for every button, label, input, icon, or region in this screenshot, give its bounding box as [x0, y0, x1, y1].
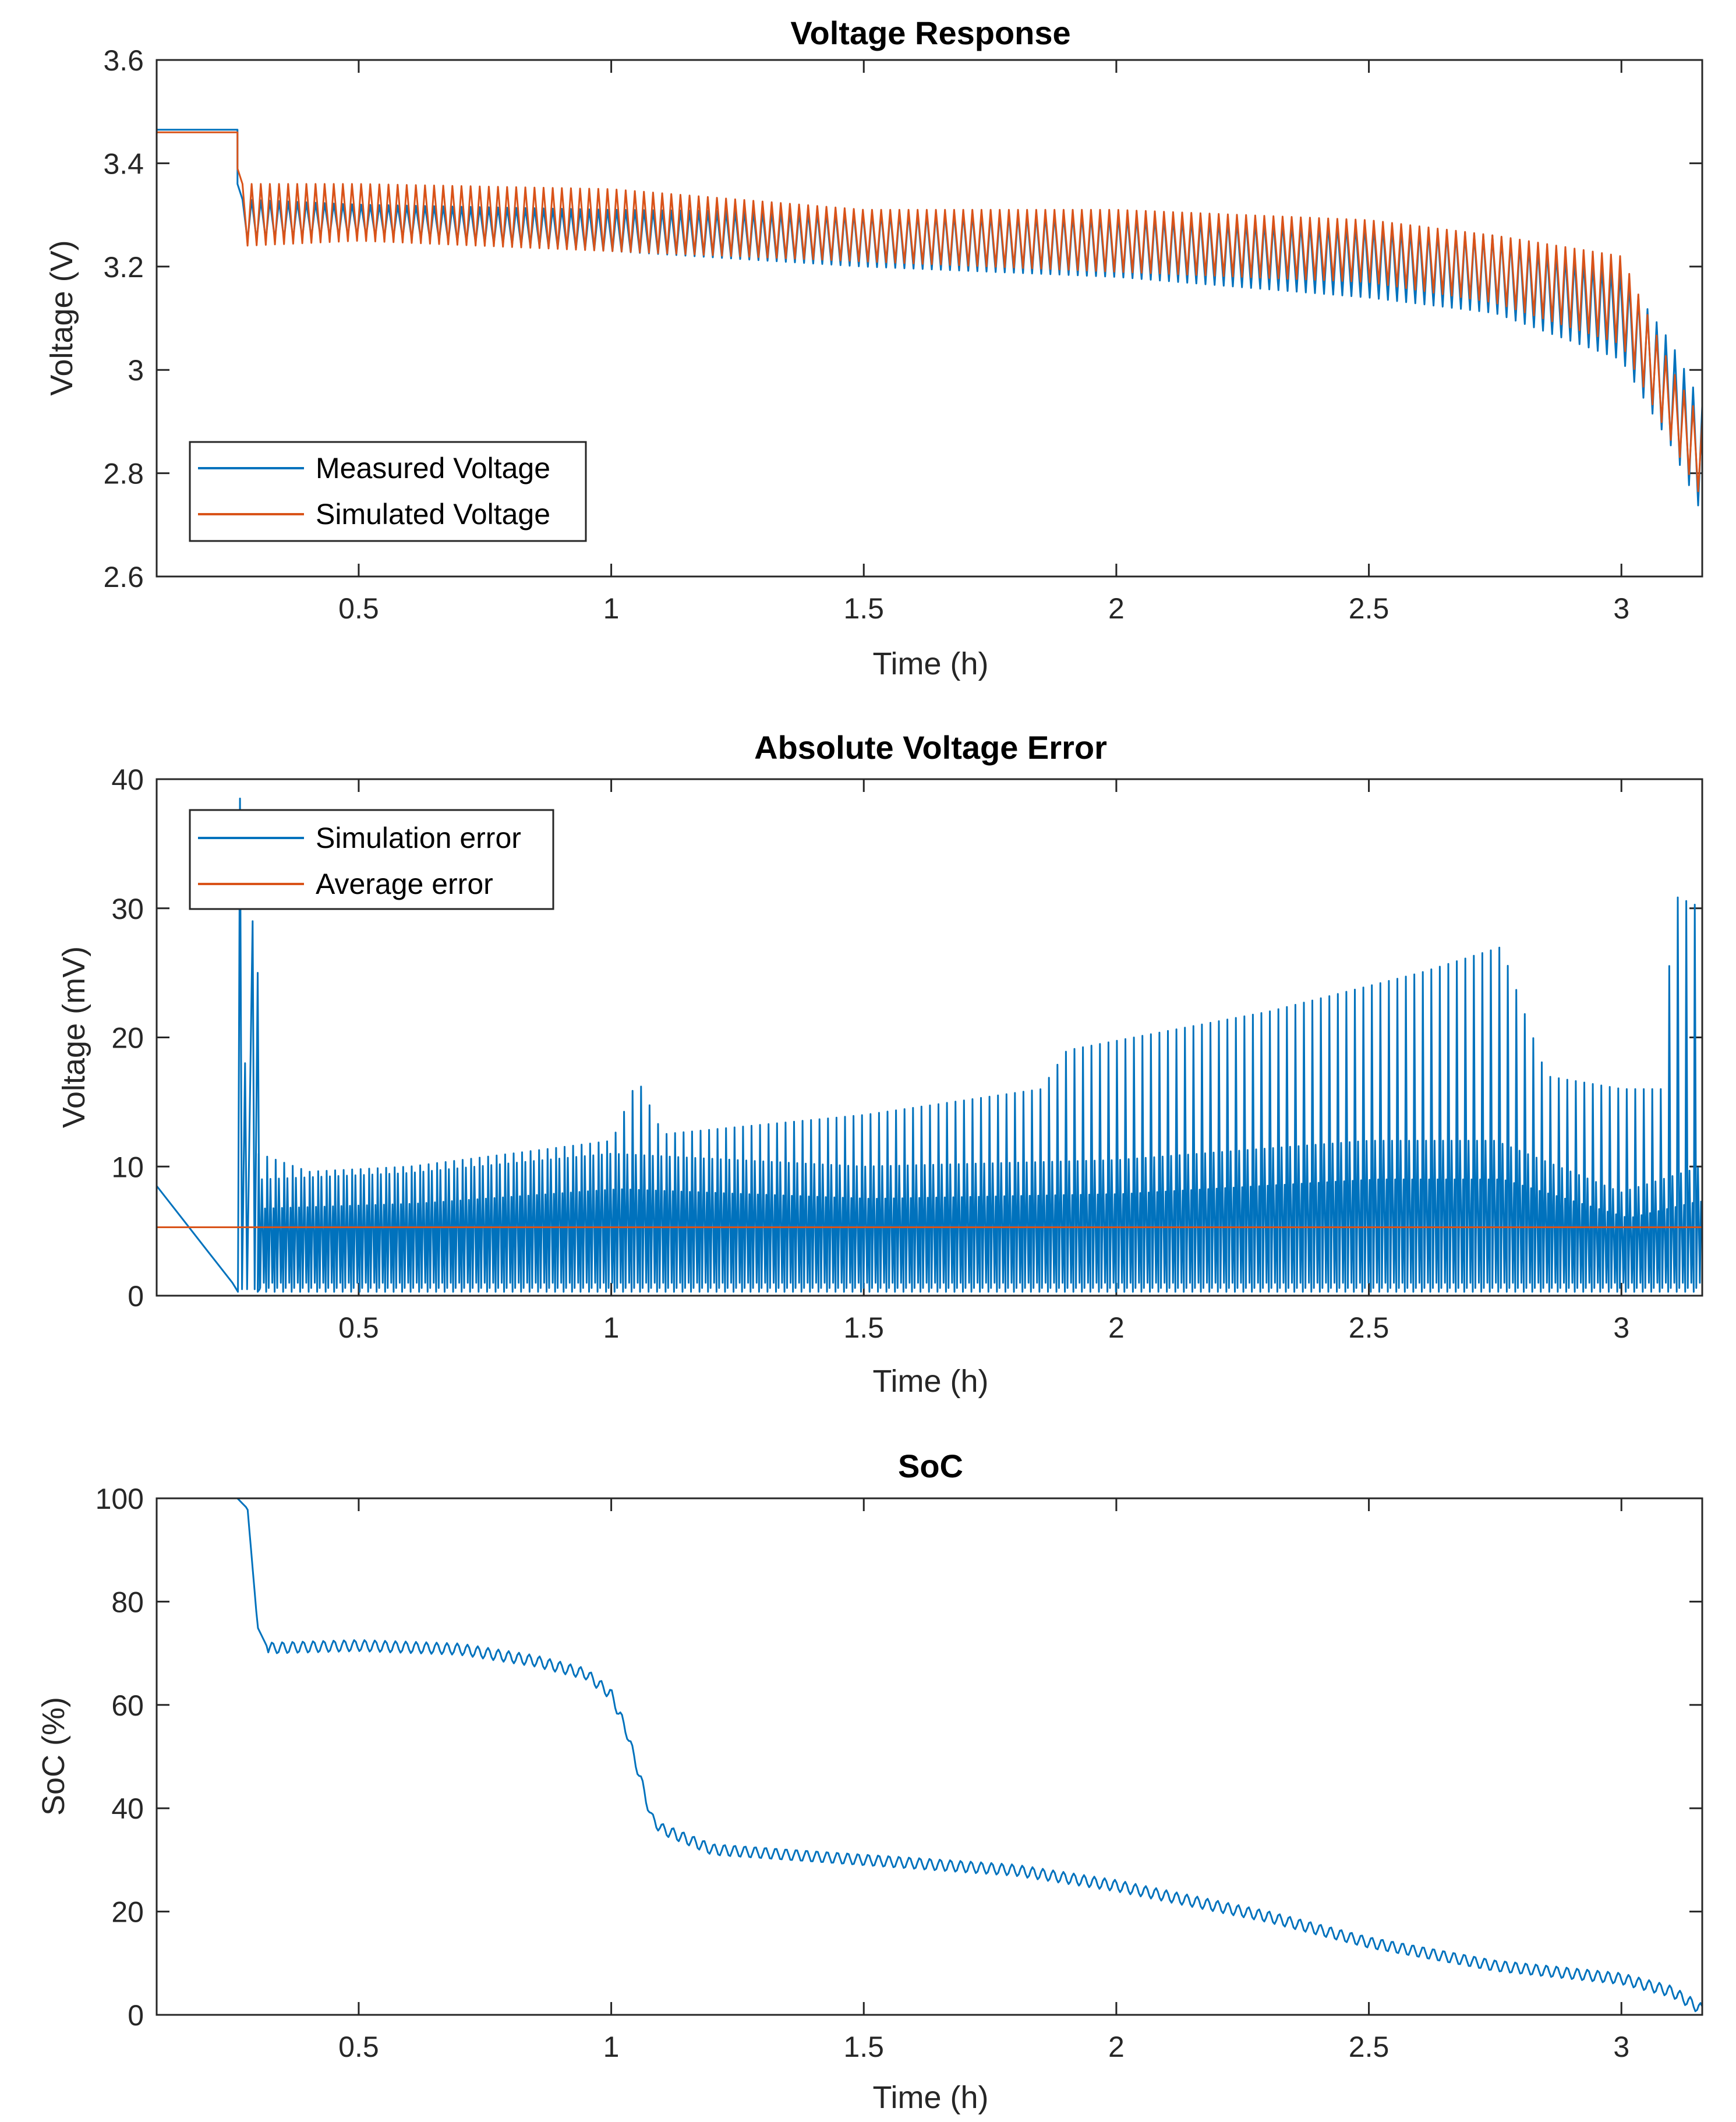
x-tick-label: 3 [1613, 1311, 1629, 1344]
legend-box [189, 441, 587, 542]
legend-label-simulated: Simulated Voltage [316, 498, 550, 530]
x-tick-label: 2.5 [1349, 592, 1389, 625]
x-tick-label: 2 [1108, 1311, 1125, 1344]
x-tick-label: 0.5 [338, 592, 379, 625]
y-tick-label: 0 [128, 1999, 144, 2032]
legend: Simulation error Average error [189, 809, 554, 910]
legend-label-measured: Measured Voltage [316, 452, 550, 484]
legend-label-simulation-error: Simulation error [316, 822, 521, 854]
y-tick-label: 3.2 [103, 251, 144, 284]
soc-line [157, 1497, 1703, 2013]
x-tick-label: 2.5 [1349, 2031, 1389, 2063]
chart-title: SoC [898, 1448, 963, 1484]
absolute-voltage-error-panel: Absolute Voltage Error 0.5 1 1.5 2 2.5 301020… [56, 729, 1703, 1399]
axes-box [155, 778, 1703, 1297]
y-tick-label: 30 [111, 893, 144, 925]
y-axis-label: Voltage (mV) [56, 946, 91, 1128]
chart-title: Absolute Voltage Error [754, 729, 1107, 766]
axes-box [155, 1497, 1703, 2016]
y-axis-label: SoC (%) [36, 1697, 71, 1816]
x-tick-label: 1.5 [843, 2031, 884, 2063]
y-tick-label: 40 [111, 763, 144, 796]
soc-panel: SoC 0.5 1 1.5 2 2.5 3 0 20 40 60 80 100 Time (h) So… [36, 1448, 1703, 2115]
x-tick-label: 1 [603, 1311, 620, 1344]
x-tick-label: 1.5 [843, 1311, 884, 1344]
y-tick-label: 80 [111, 1586, 144, 1618]
voltage-response-panel: Voltage Response 0.5 1 1.5 2 2.5 3 2.6 2.8 3 3.2 3… [44, 15, 1703, 681]
plot-area [157, 1498, 1702, 2015]
y-tick-label: 10 [111, 1151, 144, 1183]
axes-box [155, 59, 1703, 578]
simulated-voltage-line [157, 131, 1703, 493]
y-tick-label: 40 [111, 1792, 144, 1825]
x-tick-label: 0.5 [338, 2031, 379, 2063]
y-tick-label: 2.8 [103, 458, 144, 490]
y-tick-label: 0 [128, 1280, 144, 1313]
x-tick-label: 3 [1613, 592, 1629, 625]
x-tick-label: 3 [1613, 2031, 1629, 2063]
x-tick-label: 1 [603, 592, 620, 625]
y-tick-label: 60 [111, 1689, 144, 1722]
x-tick-label: 2.5 [1349, 1311, 1389, 1344]
x-axis-label: Time (h) [873, 2080, 989, 2115]
simulation-error-line [155, 797, 1702, 1293]
legend-box [189, 809, 554, 910]
y-tick-label: 100 [96, 1483, 144, 1515]
legend-label-average-error: Average error [316, 868, 493, 900]
y-axis-label: Voltage (V) [44, 240, 79, 395]
chart-title: Voltage Response [790, 15, 1070, 51]
y-tick-label: 3.6 [103, 44, 144, 77]
x-axis-label: Time (h) [873, 1364, 989, 1399]
y-tick-label: 20 [111, 1896, 144, 1929]
legend: Measured Voltage Simulated Voltage [189, 441, 587, 542]
x-tick-label: 1.5 [843, 592, 884, 625]
x-tick-label: 0.5 [338, 1311, 379, 1344]
y-tick-label: 3.4 [103, 147, 144, 180]
x-tick-label: 1 [603, 2031, 620, 2063]
y-tick-label: 3 [128, 354, 144, 387]
x-tick-label: 2 [1108, 592, 1125, 625]
y-tick-label: 2.6 [103, 561, 144, 593]
x-tick-label: 2 [1108, 2031, 1125, 2063]
y-tick-label: 20 [111, 1022, 144, 1055]
x-axis-label: Time (h) [873, 646, 989, 681]
